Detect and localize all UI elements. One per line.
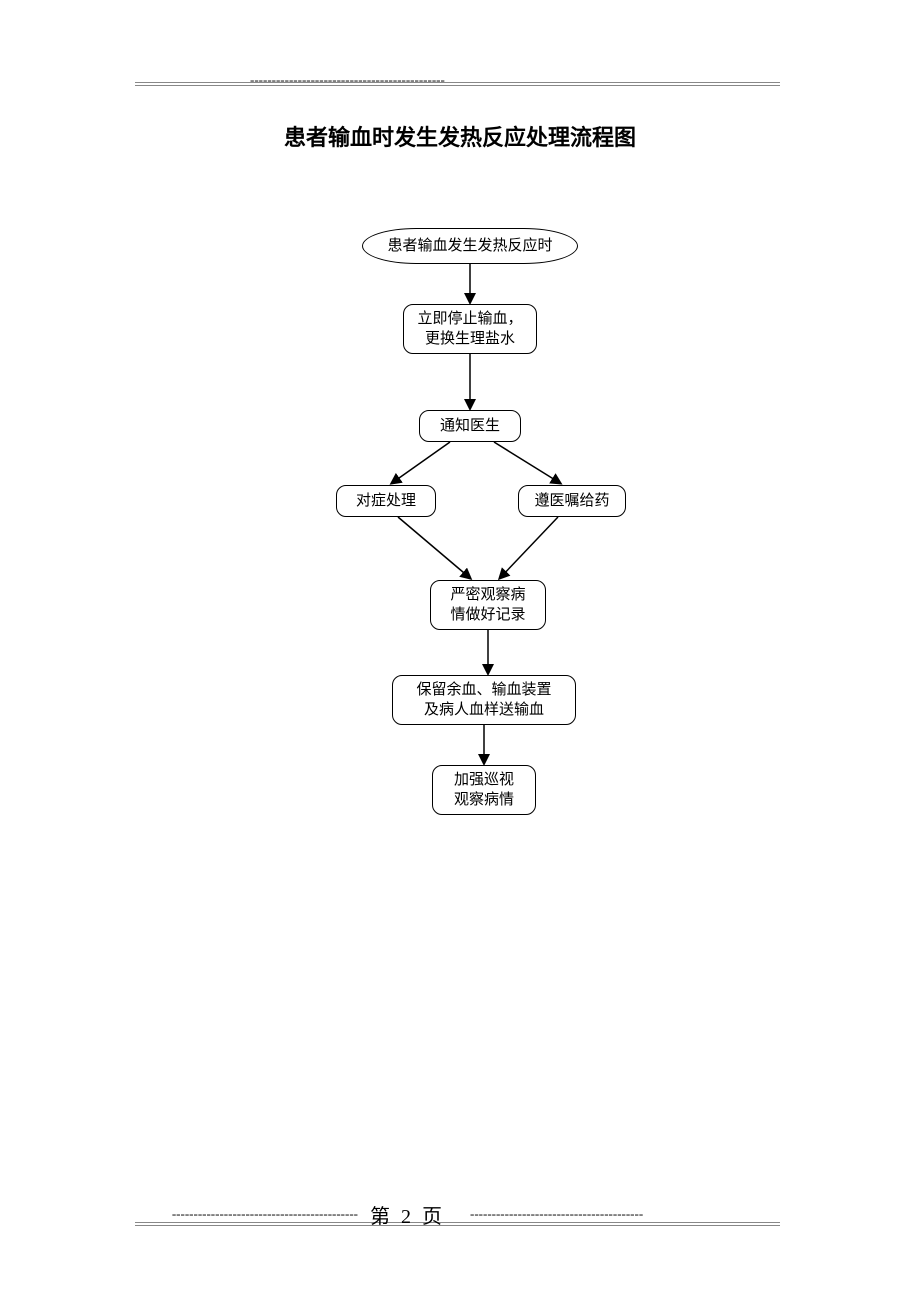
node-label: 严密观察病情做好记录	[450, 585, 525, 626]
node-stop-infusion: 立即停止输血，更换生理盐水	[403, 304, 537, 354]
node-symptomatic: 对症处理	[336, 485, 436, 517]
node-preserve: 保留余血、输血装置及病人血样送输血	[392, 675, 576, 725]
node-notify-doctor: 通知医生	[419, 410, 521, 442]
footer-rule	[135, 1222, 780, 1226]
node-label: 加强巡视观察病情	[454, 770, 514, 811]
flowchart-container: 患者输血发生发热反应时 立即停止输血，更换生理盐水 通知医生 对症处理 遵医嘱给…	[0, 210, 920, 910]
header-dashes: ----------------------------------------…	[250, 72, 445, 88]
node-label: 立即停止输血，更换生理盐水	[417, 309, 522, 350]
node-observe: 严密观察病情做好记录	[430, 580, 546, 630]
footer-dashes-left: ----------------------------------------…	[148, 1206, 358, 1222]
header-rule	[135, 82, 780, 86]
node-start: 患者输血发生发热反应时	[362, 228, 578, 264]
node-label: 患者输血发生发热反应时	[387, 236, 552, 256]
node-patrol: 加强巡视观察病情	[432, 765, 536, 815]
node-label: 保留余血、输血装置及病人血样送输血	[416, 680, 551, 721]
node-label: 通知医生	[440, 416, 500, 436]
footer-dashes-right: ----------------------------------------	[470, 1206, 643, 1222]
page-title: 患者输血时发生发热反应处理流程图	[0, 120, 920, 152]
node-label: 遵医嘱给药	[534, 491, 609, 511]
node-medication: 遵医嘱给药	[518, 485, 626, 517]
node-label: 对症处理	[356, 491, 416, 511]
page-number: 第 2 页	[370, 1200, 445, 1229]
